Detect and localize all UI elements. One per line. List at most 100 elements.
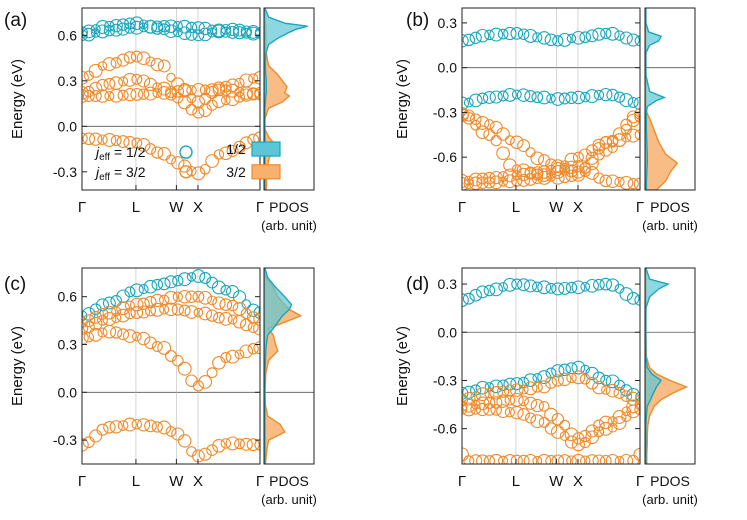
band-point <box>463 455 475 464</box>
y-tick-label: 0.3 <box>438 276 458 292</box>
band-point <box>605 383 620 398</box>
mixed-band-1 <box>82 269 260 322</box>
band-point <box>518 384 529 395</box>
band-point <box>205 309 219 322</box>
band-point <box>621 132 632 143</box>
band-point <box>253 306 260 320</box>
band-point <box>159 304 170 315</box>
band-point <box>177 361 192 376</box>
band-point <box>483 171 496 185</box>
band-point <box>225 436 240 451</box>
band-point <box>546 93 556 104</box>
pdos-label: PDOS <box>650 473 690 489</box>
band-point <box>599 415 613 430</box>
band-point <box>157 86 172 100</box>
band-point <box>619 93 634 108</box>
band-point <box>131 331 142 342</box>
band-point <box>253 321 260 336</box>
band-point <box>585 151 599 165</box>
band-point <box>130 87 144 101</box>
band-point <box>462 400 468 412</box>
band-point <box>592 454 606 464</box>
band-point <box>124 300 136 311</box>
band-point <box>218 312 233 326</box>
panel-d: (d) Energy (eV) -0.6 -0.3 0.0 0.3 Γ L W X Γ PDOS (ar… <box>394 267 698 507</box>
band-point <box>550 162 565 176</box>
panel-label: (a) <box>4 10 27 31</box>
band-point <box>220 284 232 296</box>
band-point <box>192 106 205 119</box>
band-point <box>504 135 515 146</box>
panel-label: (d) <box>406 274 429 295</box>
band-point <box>634 294 640 306</box>
band-point <box>537 280 552 295</box>
band-point <box>463 97 474 108</box>
band-point <box>579 429 592 443</box>
x-tick-label: W <box>549 473 564 490</box>
band-point <box>95 20 110 34</box>
panel-a: (a) Energy (eV) -0.3 0.0 0.3 0.6 Γ L W X Γ PDOS (arb… <box>4 7 317 233</box>
band-point <box>103 421 116 434</box>
band-point <box>232 315 247 329</box>
band-point <box>158 23 171 36</box>
band-point <box>136 331 151 346</box>
band-point <box>89 81 103 95</box>
pdos-plot <box>645 268 689 464</box>
pdos-unit-label: (arb. unit) <box>261 218 317 233</box>
band-point <box>523 279 538 293</box>
band-point <box>246 438 260 452</box>
x-tick-label: X <box>573 199 583 216</box>
band-point <box>172 291 183 302</box>
band-point <box>511 175 523 187</box>
band-point <box>497 90 509 102</box>
band-point <box>198 103 212 117</box>
band-point <box>475 125 490 140</box>
band-point <box>116 22 130 36</box>
band-point <box>247 343 259 355</box>
band-point <box>558 363 571 377</box>
band-point <box>605 174 620 188</box>
x-tick-label: Γ <box>78 473 86 490</box>
x-tick-label: Γ <box>256 199 264 216</box>
band-point <box>213 311 225 324</box>
band-point <box>198 21 212 36</box>
pdos-label: PDOS <box>269 199 309 215</box>
band-point <box>626 33 640 47</box>
pdos-frame <box>263 267 315 465</box>
band-point <box>150 293 164 308</box>
band-point <box>97 327 108 338</box>
band-point <box>510 383 524 397</box>
band-point <box>551 374 564 387</box>
band-point <box>198 306 213 321</box>
band-point <box>509 392 524 407</box>
j32-band-2 <box>462 108 640 185</box>
band-point <box>585 454 599 464</box>
band-point <box>198 290 213 305</box>
band-point <box>164 302 178 317</box>
band-point <box>462 392 476 406</box>
band-point <box>510 377 524 391</box>
band-point <box>469 113 482 126</box>
band-point <box>192 380 204 392</box>
j32-band-3 <box>462 392 640 445</box>
band-point <box>571 280 586 295</box>
band-point <box>462 34 469 48</box>
band-point <box>123 88 137 102</box>
band-point <box>633 177 640 190</box>
panel-label: (c) <box>4 274 26 295</box>
band-point <box>239 344 254 359</box>
band-point <box>571 360 586 375</box>
band-point <box>89 132 103 146</box>
band-point <box>144 419 157 433</box>
band-point <box>253 341 260 355</box>
band-point <box>612 416 627 430</box>
band-point <box>171 303 184 316</box>
band-point <box>523 453 538 464</box>
band-point <box>82 89 95 103</box>
band-point <box>633 96 640 111</box>
band-point <box>233 23 246 37</box>
band-point <box>612 133 627 147</box>
band-point <box>571 438 585 452</box>
band-point <box>619 175 634 190</box>
band-point <box>496 127 510 141</box>
